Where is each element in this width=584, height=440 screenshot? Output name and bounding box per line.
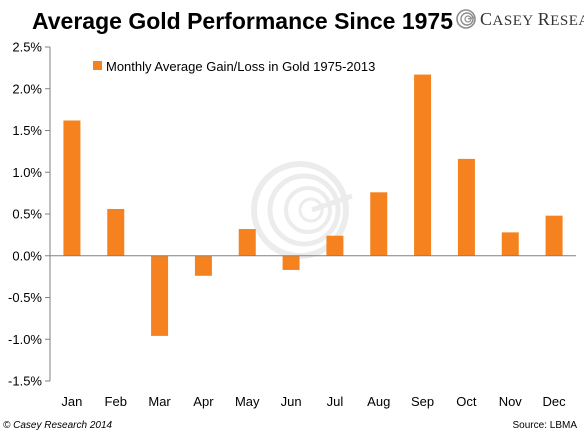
y-tick-label: 1.0% [12,165,42,180]
copyright-text: © Casey Research 2014 [3,420,113,431]
x-tick-label: Feb [105,394,127,409]
bar-feb [107,208,125,256]
legend-label: Monthly Average Gain/Loss in Gold 1975-2… [106,59,375,74]
bar-may [238,229,256,256]
brand-logo: CASEYRESEARCH [456,9,584,29]
spiral-logo-icon [456,9,476,29]
source-text: Source: LBMA [513,420,578,431]
y-tick-label: -0.5% [8,290,42,305]
bar-apr [194,255,212,276]
x-tick-label: Dec [543,394,567,409]
legend-swatch [93,61,102,70]
brand-name-initial-1: C [480,9,493,29]
y-tick-label: 1.5% [12,123,42,138]
y-tick-label: 0.0% [12,248,42,263]
x-tick-label: Jan [61,394,82,409]
x-tick-label: Nov [499,394,523,409]
y-tick-label: 2.5% [12,40,42,55]
x-tick-label: May [235,394,260,409]
bar-oct [457,158,475,256]
legend: Monthly Average Gain/Loss in Gold 1975-2… [93,59,375,74]
y-axis: 2.5% 2.0% 1.5% 1.0% 0.5% 0.0% -0.5% -1.0% -1.5% [8,40,51,389]
chart-title: Average Gold Performance Since 1975 [32,8,453,34]
x-tick-label: Jul [327,394,344,409]
y-tick-label: -1.5% [8,374,42,389]
bar-sep [414,74,432,256]
brand-name-rest-1: ASEY [493,13,534,29]
brand-name-initial-2: R [538,9,551,29]
y-tick-label: 2.0% [12,81,42,96]
x-tick-label: Mar [148,394,171,409]
bar-jan [63,120,81,256]
x-tick-label: Jun [281,394,302,409]
bar-mar [151,255,169,336]
brand-name: CASEYRESEARCH [480,9,584,29]
x-axis: Jan Feb Mar Apr May Jun Jul Aug Sep Oct Nov Dec [50,255,576,409]
bar-aug [370,192,388,256]
bar-dec [545,215,563,256]
brand-name-rest-2: ESEARCH [550,13,584,29]
x-tick-label: Aug [367,394,390,409]
bar-jul [326,235,344,256]
y-tick-label: -1.0% [8,332,42,347]
bar-jun [282,255,300,270]
x-tick-label: Oct [456,394,477,409]
x-tick-label: Sep [411,394,434,409]
bar-nov [501,232,519,256]
y-tick-label: 0.5% [12,207,42,222]
bars [63,74,563,336]
x-tick-label: Apr [193,394,214,409]
